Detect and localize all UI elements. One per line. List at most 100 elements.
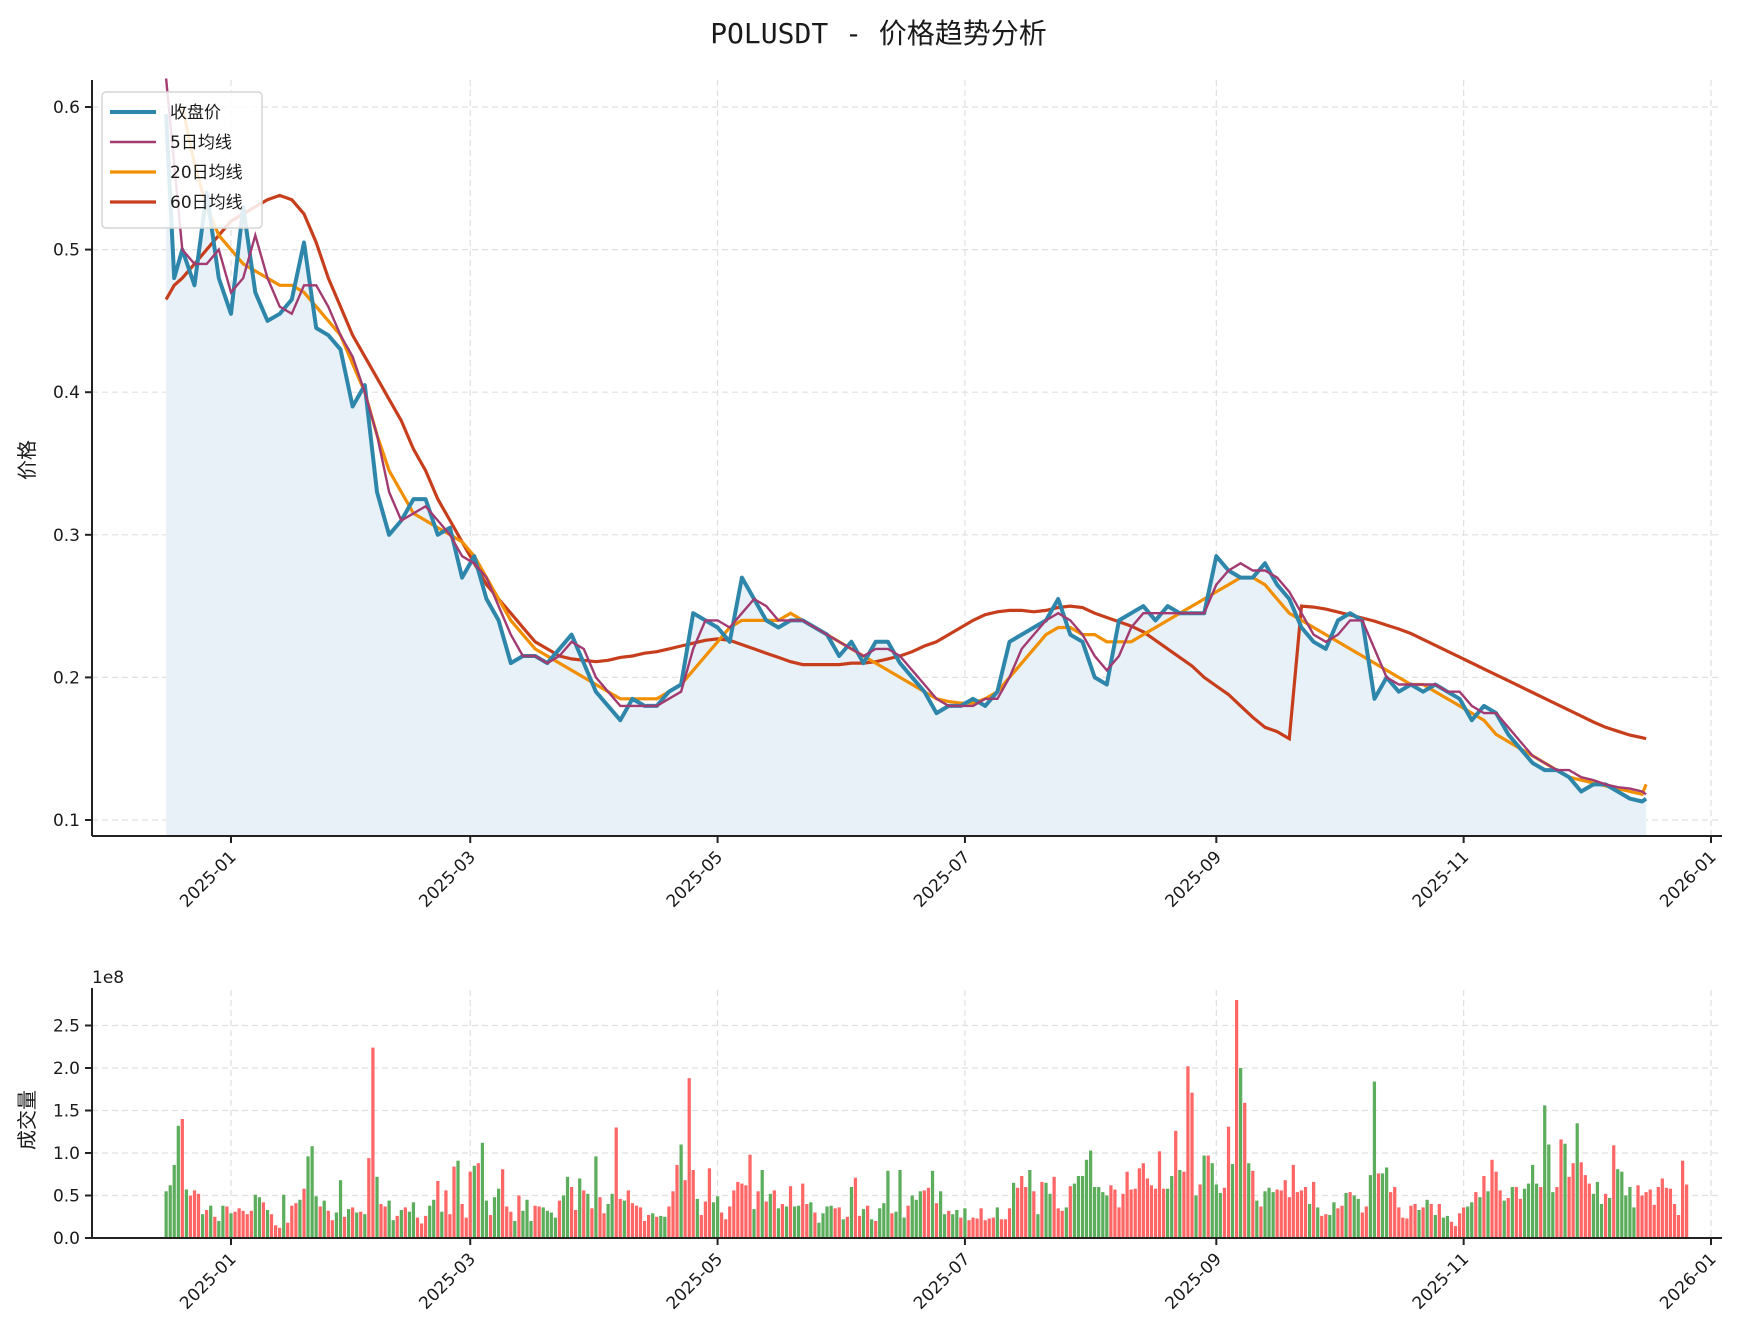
price-y-tick-label: 0.5	[53, 241, 80, 261]
volume-bar	[342, 1216, 347, 1239]
volume-bar	[853, 1177, 858, 1238]
volume-bar	[1551, 1192, 1555, 1238]
volume-bar	[906, 1205, 910, 1238]
volume-bar	[359, 1211, 363, 1238]
price-x-tick-label: 2025-03	[415, 847, 479, 911]
volume-bar	[1636, 1185, 1640, 1238]
volume-bar	[651, 1213, 655, 1238]
volume-bar	[480, 1142, 485, 1238]
volume-bar	[874, 1221, 878, 1238]
volume-bar	[655, 1216, 659, 1239]
volume-bar	[1668, 1188, 1673, 1238]
volume-bar	[975, 1218, 979, 1238]
volume-bar	[610, 1193, 614, 1238]
volume-y-tick-label: 0.0	[53, 1229, 80, 1249]
volume-bar	[930, 1170, 935, 1238]
volume-panel: 0.0 0.5 1.0 1.5 2.0 2.5 2025-01 2025-03 2025-05…	[15, 968, 1722, 1314]
volume-bar	[188, 1195, 193, 1238]
volume-bar	[1052, 1176, 1056, 1238]
volume-bar	[294, 1203, 298, 1238]
volume-bar	[1121, 1193, 1125, 1238]
volume-bar	[910, 1195, 914, 1238]
volume-bar	[464, 1217, 468, 1238]
volume-bar	[1612, 1145, 1616, 1238]
close-price-area-fill	[166, 114, 1647, 837]
volume-bar	[1040, 1181, 1044, 1238]
price-x-tick-label: 2025-09	[1161, 847, 1225, 911]
volume-bar	[1259, 1206, 1263, 1238]
volume-bar	[1291, 1164, 1295, 1238]
volume-bar	[967, 1220, 971, 1238]
volume-bar	[926, 1187, 931, 1238]
volume-bar	[1429, 1204, 1433, 1238]
volume-y-tick-label: 0.5	[53, 1187, 80, 1207]
volume-bar	[679, 1144, 683, 1238]
volume-bar	[663, 1216, 667, 1239]
volume-bar	[866, 1205, 870, 1238]
legend-label-ma5: 5日均线	[170, 133, 232, 153]
volume-bar	[290, 1205, 294, 1238]
volume-bar	[744, 1185, 748, 1238]
volume-bar	[1409, 1205, 1413, 1238]
volume-bar	[813, 1212, 817, 1238]
volume-bar	[1681, 1160, 1685, 1238]
volume-bar	[882, 1203, 886, 1238]
volume-bar	[541, 1207, 545, 1238]
volume-bar	[784, 1206, 789, 1238]
volume-bar	[618, 1198, 622, 1238]
volume-bar	[1425, 1199, 1429, 1239]
volume-bar	[939, 1191, 943, 1239]
volume-bar	[918, 1191, 922, 1239]
volume-bar	[1676, 1215, 1681, 1238]
volume-bar	[1149, 1185, 1154, 1238]
volume-bar	[1470, 1202, 1474, 1238]
volume-bar	[1336, 1208, 1340, 1239]
close-price-line	[164, 114, 1648, 804]
volume-bar	[1340, 1205, 1344, 1238]
volume-bar	[1644, 1192, 1648, 1238]
price-x-tick-label: 2025-05	[663, 847, 727, 911]
volume-bar	[407, 1211, 412, 1238]
volume-bar	[634, 1205, 639, 1238]
volume-bar	[1328, 1215, 1332, 1238]
volume-bar	[959, 1217, 963, 1238]
volume-bar	[164, 1191, 168, 1239]
volume-bar	[1648, 1189, 1652, 1238]
volume-bar	[1016, 1187, 1020, 1238]
legend-label-ma20: 20日均线	[170, 163, 243, 183]
volume-bar	[1591, 1193, 1596, 1238]
volume-offset-label: 1e8	[92, 968, 124, 988]
volume-bar	[1458, 1213, 1462, 1238]
volume-bar	[764, 1201, 768, 1238]
volume-bar	[440, 1211, 444, 1238]
volume-bar	[1303, 1187, 1308, 1238]
volume-bar	[1308, 1204, 1312, 1238]
volume-bar	[1332, 1202, 1336, 1238]
volume-bar	[1109, 1185, 1113, 1238]
volume-bar	[1652, 1204, 1656, 1238]
volume-bar	[1222, 1187, 1227, 1238]
volume-bar	[505, 1206, 509, 1238]
volume-bar	[1656, 1187, 1660, 1238]
volume-bar	[1526, 1183, 1531, 1238]
legend-item-ma60: 60日均线	[110, 193, 243, 213]
volume-bar	[241, 1210, 245, 1238]
ma5-line	[164, 78, 1647, 796]
volume-bar	[1575, 1123, 1579, 1239]
volume-bar	[184, 1189, 189, 1238]
volume-bar	[845, 1216, 849, 1239]
volume-bar	[192, 1190, 197, 1238]
price-x-tick-label: 2025-11	[1409, 847, 1473, 911]
volume-bar	[594, 1156, 598, 1238]
volume-bar	[1587, 1183, 1591, 1238]
volume-bar	[760, 1170, 764, 1238]
volume-bar	[1226, 1126, 1231, 1238]
volume-bar	[1567, 1176, 1571, 1238]
volume-bar	[529, 1221, 533, 1238]
volume-bar	[857, 1215, 862, 1238]
volume-bar	[415, 1217, 420, 1238]
volume-bar	[310, 1146, 314, 1238]
volume-bar	[1214, 1184, 1218, 1238]
volume-bar	[1312, 1181, 1316, 1238]
volume-bar	[1166, 1188, 1170, 1238]
